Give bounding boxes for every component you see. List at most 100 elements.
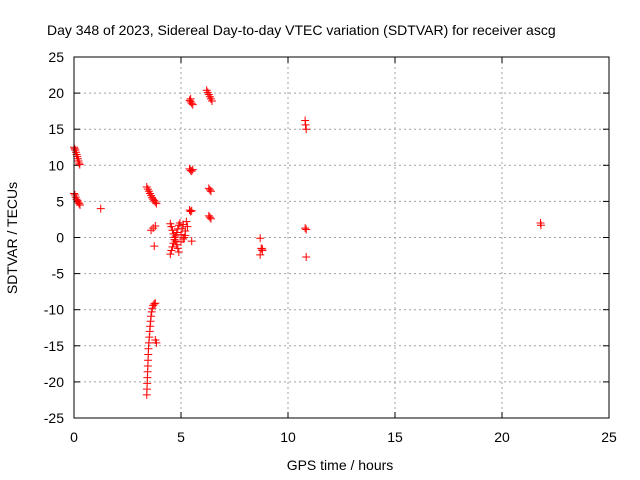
x-tick-labels: 0 5 10 15 20 25 (70, 429, 617, 445)
y-tick-label: -20 (44, 374, 64, 390)
data-point (186, 207, 195, 216)
data-point (170, 233, 179, 242)
data-point (151, 299, 160, 308)
data-point (178, 224, 187, 233)
data-point (206, 94, 215, 103)
data-point (256, 234, 265, 243)
data-point (180, 233, 189, 242)
data-point (183, 222, 192, 231)
data-point (181, 231, 190, 240)
data-point (73, 154, 82, 163)
data-point (152, 338, 161, 347)
data-point (257, 244, 266, 253)
data-point (147, 226, 156, 235)
data-point (167, 246, 176, 255)
data-point (150, 299, 159, 308)
data-point (301, 120, 310, 129)
data-point (172, 228, 181, 237)
x-tick-label: 10 (280, 429, 296, 445)
data-point (206, 187, 215, 196)
y-tick-label: -25 (44, 410, 64, 426)
data-point (171, 237, 180, 246)
data-point (174, 247, 183, 256)
data-point (187, 206, 196, 215)
x-tick-label: 20 (494, 429, 510, 445)
data-point (188, 165, 197, 174)
data-point (301, 224, 310, 233)
data-point (167, 222, 176, 231)
x-tick-label: 0 (70, 429, 78, 445)
data-point (185, 164, 194, 173)
data-point (182, 217, 191, 226)
data-point (169, 239, 178, 248)
data-point (75, 159, 84, 168)
x-tick-label: 15 (387, 429, 403, 445)
y-tick-label: -10 (44, 302, 64, 318)
gridlines (74, 57, 609, 418)
data-point (149, 224, 158, 233)
y-tick-label: 25 (48, 49, 64, 65)
data-point (71, 193, 80, 202)
data-point (187, 99, 196, 108)
data-point (186, 94, 195, 103)
y-tick-label: 5 (56, 193, 64, 209)
data-point (205, 92, 214, 101)
x-tick-label: 25 (601, 429, 617, 445)
data-point (144, 187, 153, 196)
data-point (151, 221, 160, 230)
data-point (172, 240, 181, 249)
data-point (149, 301, 158, 310)
x-tick-label: 5 (177, 429, 185, 445)
x-axis-label: GPS time / hours (287, 457, 394, 473)
data-point (145, 189, 154, 198)
data-point (205, 213, 214, 222)
data-point (536, 221, 545, 230)
data-point (75, 201, 84, 210)
y-tick-label: 15 (48, 121, 64, 137)
y-axis-label: SDTVAR / TECUs (4, 182, 20, 294)
data-point (206, 214, 215, 223)
data-point (203, 88, 212, 97)
data-point (70, 190, 79, 199)
data-point (147, 312, 156, 321)
data-point (169, 229, 178, 238)
data-point (187, 167, 196, 176)
data-point (205, 185, 214, 194)
y-tick-label: 20 (48, 85, 64, 101)
data-point (202, 86, 211, 95)
data-point (143, 185, 152, 194)
data-point (168, 226, 177, 235)
data-point (151, 198, 160, 207)
data-point (302, 125, 311, 134)
data-point (187, 237, 196, 246)
data-point (150, 242, 159, 251)
data-point (208, 97, 217, 106)
data-point (302, 225, 311, 234)
data-point (142, 182, 151, 191)
y-tick-label: 10 (48, 157, 64, 173)
data-point (179, 234, 188, 243)
plot-frame (73, 56, 610, 419)
data-point (204, 90, 213, 99)
y-tick-labels: 25 20 15 10 5 0 -5 -10 -15 -20 -25 (44, 49, 64, 426)
data-point (174, 221, 183, 230)
data-point (175, 219, 184, 228)
y-tick-label: -5 (52, 266, 65, 282)
data-point (256, 250, 265, 259)
data-point (302, 252, 311, 261)
data-points (70, 86, 545, 399)
data-point (75, 199, 84, 208)
data-point (173, 244, 182, 253)
y-tick-label: 0 (56, 230, 64, 246)
data-point (258, 245, 267, 254)
data-point (147, 307, 156, 316)
data-point (75, 160, 84, 169)
data-point (166, 250, 175, 259)
chart-title: Day 348 of 2023, Sidereal Day-to-day VTE… (47, 22, 556, 38)
data-point (73, 152, 82, 161)
data-point (185, 206, 194, 215)
data-point (74, 156, 83, 165)
data-point (188, 100, 197, 109)
data-point (186, 166, 195, 175)
